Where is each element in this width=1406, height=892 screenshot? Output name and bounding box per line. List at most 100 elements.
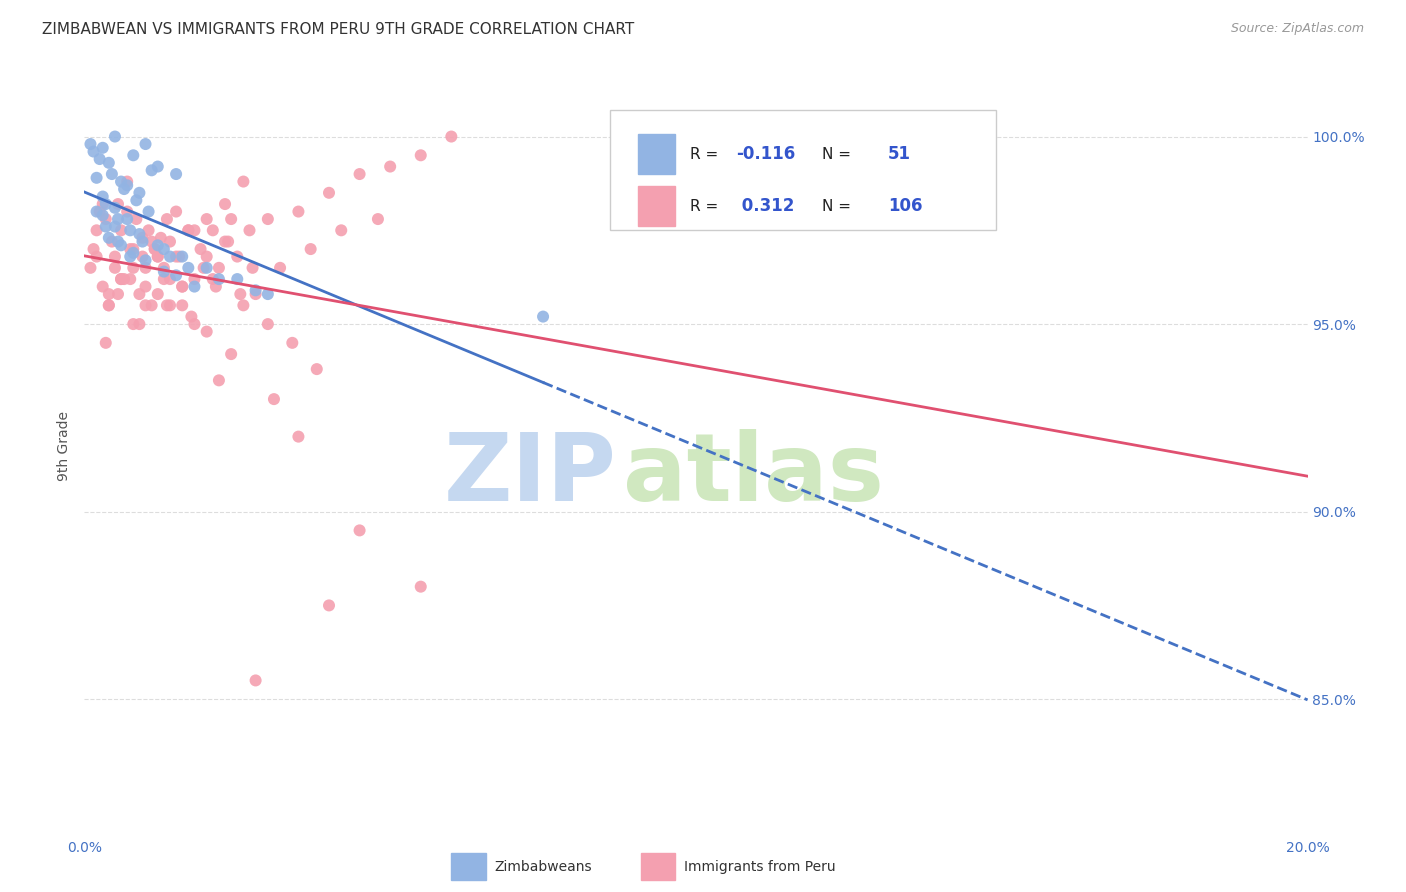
Point <box>143 242 166 256</box>
Point <box>86 223 108 237</box>
Point <box>115 204 138 219</box>
Point <box>172 279 194 293</box>
Point <box>242 260 264 275</box>
Point <box>330 223 353 237</box>
Point <box>135 279 157 293</box>
Point <box>305 362 328 376</box>
Point <box>138 204 160 219</box>
Point <box>214 235 236 249</box>
Text: atlas: atlas <box>623 429 883 521</box>
Point <box>101 167 124 181</box>
Point <box>146 287 169 301</box>
Point <box>153 242 176 256</box>
Point <box>122 242 145 256</box>
Point <box>131 231 153 245</box>
Point <box>120 272 142 286</box>
Point <box>208 272 231 286</box>
Point <box>146 238 169 252</box>
Point <box>177 260 200 275</box>
Point <box>122 148 145 162</box>
Text: ZIP: ZIP <box>443 429 616 521</box>
Point <box>128 186 150 200</box>
Point <box>245 283 267 297</box>
Point <box>219 347 242 361</box>
Point <box>107 235 129 249</box>
Point <box>440 129 463 144</box>
Point <box>183 279 205 293</box>
Point <box>201 223 224 237</box>
Point <box>122 317 145 331</box>
Point <box>141 235 163 249</box>
Point <box>128 287 150 301</box>
Point <box>83 242 105 256</box>
Point <box>125 212 148 227</box>
Point <box>115 175 138 189</box>
Point <box>120 223 142 237</box>
Point <box>172 298 194 312</box>
Point <box>257 287 280 301</box>
Point <box>165 250 187 264</box>
Text: 0.312: 0.312 <box>737 197 794 215</box>
Point <box>146 250 169 264</box>
Point <box>153 272 176 286</box>
Point <box>120 250 142 264</box>
Point <box>226 250 249 264</box>
Point <box>219 212 242 227</box>
Point <box>153 264 176 278</box>
Point <box>110 175 132 189</box>
Point <box>349 167 371 181</box>
Point <box>531 310 554 324</box>
Point <box>257 212 280 227</box>
Point <box>135 253 157 268</box>
Point <box>281 335 304 350</box>
Point <box>135 136 157 151</box>
Point <box>104 201 127 215</box>
Point <box>110 272 132 286</box>
Point <box>91 208 114 222</box>
Point <box>104 260 127 275</box>
Point <box>172 279 194 293</box>
Point <box>101 235 124 249</box>
Point <box>195 212 218 227</box>
Point <box>263 392 285 406</box>
Point <box>214 197 236 211</box>
Point <box>86 250 108 264</box>
Point <box>349 524 371 538</box>
Point <box>318 599 340 613</box>
Point <box>367 212 389 227</box>
Bar <box>638 186 675 227</box>
Point <box>183 272 205 286</box>
Point <box>146 160 169 174</box>
Point <box>86 204 108 219</box>
Point <box>125 194 148 208</box>
Point <box>115 212 138 227</box>
Point <box>135 260 157 275</box>
Point <box>89 204 111 219</box>
Point <box>165 204 187 219</box>
Point <box>131 250 153 264</box>
Point <box>104 250 127 264</box>
Text: Immigrants from Peru: Immigrants from Peru <box>683 860 835 873</box>
Point <box>97 298 120 312</box>
Point <box>409 580 432 594</box>
Point <box>269 260 291 275</box>
Point <box>141 163 163 178</box>
Point <box>208 260 231 275</box>
Text: Source: ZipAtlas.com: Source: ZipAtlas.com <box>1230 22 1364 36</box>
Point <box>226 272 249 286</box>
Text: N =: N = <box>823 146 856 161</box>
Point <box>97 287 120 301</box>
Point <box>120 242 142 256</box>
Point <box>165 167 187 181</box>
Point <box>245 673 267 688</box>
Point <box>107 287 129 301</box>
Point <box>115 178 138 193</box>
Point <box>104 129 127 144</box>
Point <box>94 335 117 350</box>
Point <box>167 250 190 264</box>
Point <box>94 212 117 227</box>
Point <box>110 272 132 286</box>
Point <box>128 317 150 331</box>
Point <box>107 212 129 227</box>
Point <box>97 231 120 245</box>
